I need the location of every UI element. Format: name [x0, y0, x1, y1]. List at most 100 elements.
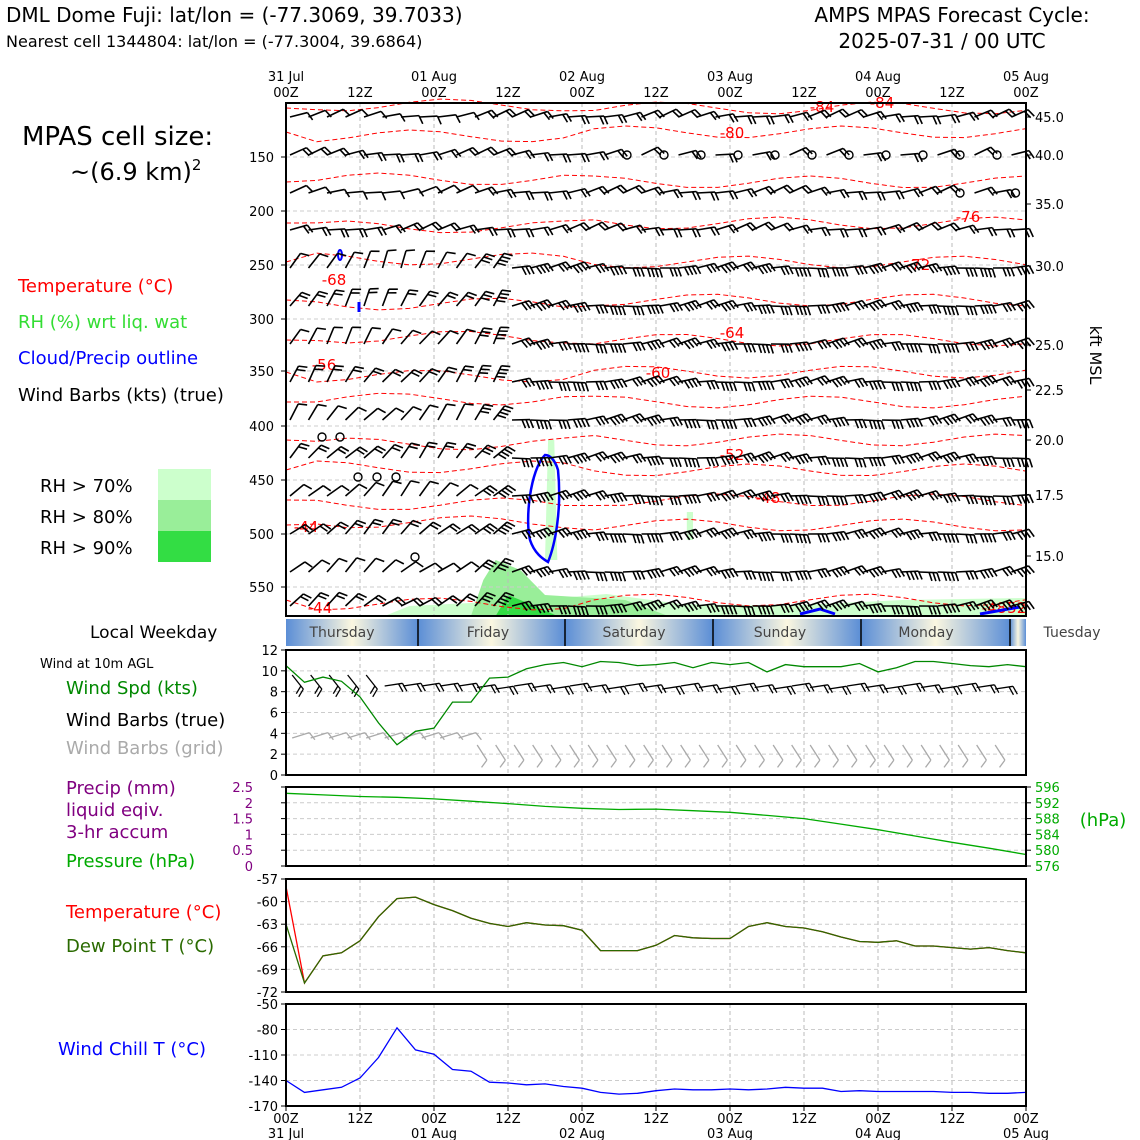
wind-barb-flag: [817, 533, 823, 543]
wind-barb: [696, 491, 715, 497]
wind-barb-flag: [617, 379, 624, 388]
wind-barb: [733, 222, 751, 231]
wind-barb: [418, 404, 431, 421]
wind-barb-flag: [543, 300, 551, 309]
wind-barb: [328, 732, 347, 739]
wind-barb-flag: [932, 304, 938, 314]
wind-barb-flag: [794, 495, 800, 505]
precip-tick-label: 1.5: [232, 813, 253, 828]
wind-barb: [678, 337, 696, 345]
bottom-date-label: 03 Aug: [707, 1127, 753, 1140]
wind-barb-flag: [905, 532, 913, 541]
wind-barb: [344, 288, 353, 307]
wind-barb: [773, 685, 792, 690]
wind-barb-flag: [481, 759, 488, 768]
wind-barb-flag: [909, 606, 915, 616]
wind-barb-flag: [635, 377, 643, 386]
y-tick-label: -50: [257, 998, 278, 1013]
wind-barb-flag: [464, 403, 474, 406]
wind-barb-flag: [913, 453, 921, 462]
wind-barb-flag: [621, 572, 627, 582]
wind-barb-flag: [950, 604, 957, 613]
wind-barb: [733, 187, 752, 194]
wind-barb-flag: [562, 191, 568, 200]
wind-barb-flag: [728, 191, 735, 200]
wind-barb: [548, 567, 567, 573]
wind-barb-flag: [703, 759, 710, 768]
wind-barb: [900, 114, 919, 118]
wind-barb-flag: [317, 403, 327, 407]
wind-barb: [789, 413, 807, 421]
y-tick-label: 4: [270, 727, 278, 742]
isotherm-line: [285, 172, 1027, 189]
wind-barb: [789, 111, 808, 118]
calm-circle: [335, 432, 345, 442]
wind-barb-flag: [1010, 267, 1015, 277]
wind-barb-flag: [565, 261, 573, 270]
wind-barb: [530, 527, 548, 535]
upper-frame: [285, 102, 1027, 617]
wind-barb-flag: [485, 253, 496, 258]
wind-barb-flag: [876, 492, 883, 502]
wind-barb-flag: [913, 571, 919, 580]
wind-barb-flag: [839, 338, 847, 347]
wind-barb: [678, 108, 696, 118]
wind-barb: [826, 530, 845, 535]
top-time-tick: 12Z: [939, 86, 965, 101]
wind-barb-flag: [529, 419, 535, 429]
wind-barb-flag: [318, 447, 327, 453]
wind-barb-flag: [654, 340, 661, 349]
wind-barb-flag: [449, 525, 458, 532]
rh-bin-80: RH > 80%: [40, 507, 133, 528]
wind-barb-flag: [780, 572, 785, 582]
wind-barb: [585, 490, 604, 497]
wind-barb: [418, 368, 433, 383]
wind-barb: [863, 299, 881, 307]
wind-barb: [641, 304, 660, 307]
wind-barb: [678, 299, 696, 307]
wind-barb: [770, 571, 790, 574]
wind-barb: [513, 744, 525, 761]
cloud-outline-bottom: [799, 607, 836, 616]
wind-barb-flag: [1005, 567, 1013, 576]
wind-barb-flag: [621, 114, 628, 124]
wind-barb-flag: [861, 300, 869, 309]
wind-barb: [844, 264, 863, 269]
wind-barb-flag: [968, 112, 976, 122]
wind-barb-flag: [709, 300, 717, 309]
wind-barb: [363, 481, 377, 497]
wind-barb-flag: [876, 457, 882, 467]
wind-barb-flag: [868, 569, 876, 578]
wind-barb: [437, 595, 454, 607]
wind-barb-flag: [894, 301, 902, 310]
wind-barb-flag: [576, 382, 582, 392]
wind-barb-flag: [891, 419, 896, 429]
wind-barb-flag: [595, 344, 600, 354]
wind-barb-flag: [580, 302, 587, 312]
wind-barb-flag: [462, 368, 473, 372]
wind-barb: [418, 250, 427, 269]
bottom-time-tick: 12Z: [791, 1112, 817, 1127]
wind-barb-flag: [572, 343, 578, 353]
wind-barb-flag: [506, 228, 512, 238]
wind-barb-flag: [806, 534, 812, 544]
wind-barb-flag: [490, 685, 497, 694]
wind-barb-flag: [535, 494, 542, 503]
wind-barb-flag: [691, 228, 697, 238]
wind-barb-flag: [336, 594, 346, 600]
wind-barb-flag: [691, 378, 698, 388]
wind-barb-flag: [395, 153, 401, 163]
wind-barb-flag: [720, 265, 728, 274]
wind-barb-flag: [340, 521, 349, 528]
wind-barb-flag: [666, 759, 673, 768]
precip-label-2: liquid eqiv.: [66, 800, 163, 821]
wind-barb-flag: [956, 685, 963, 695]
wind-barb-flag: [609, 343, 615, 353]
wind-barb-flag: [372, 688, 378, 698]
wind-barb-flag: [420, 682, 426, 692]
wind-barb: [641, 226, 660, 231]
wind-barb: [900, 222, 918, 231]
wind-barb-flag: [547, 338, 554, 348]
wind-barb-flag: [449, 482, 459, 487]
wind-barb-flag: [617, 343, 623, 353]
